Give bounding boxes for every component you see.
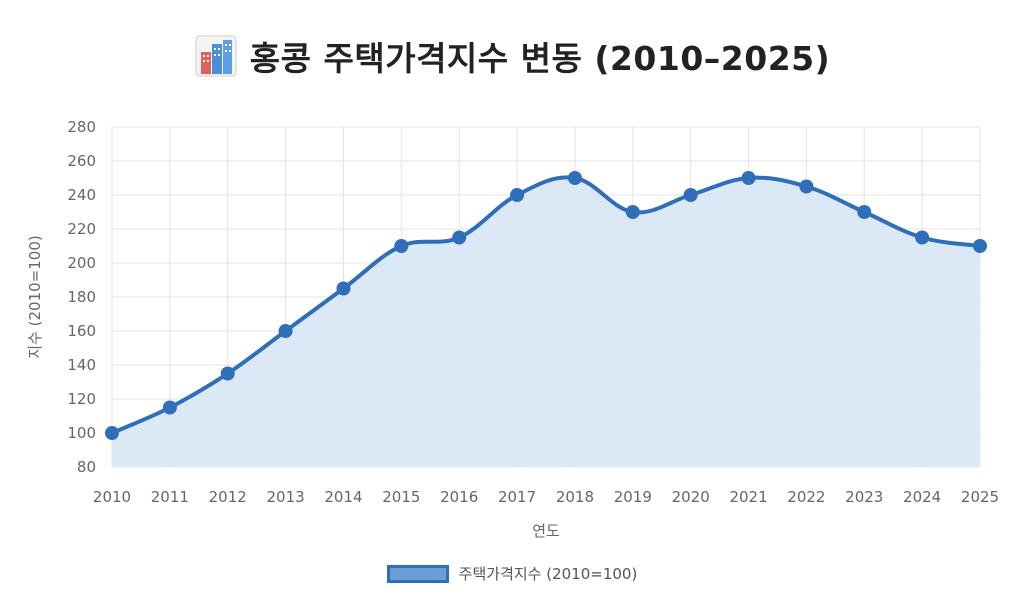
y-tick-label: 180 [67, 288, 96, 306]
data-point[interactable] [857, 205, 872, 219]
data-point[interactable] [278, 324, 293, 338]
x-tick-label: 2010 [93, 488, 131, 506]
x-tick-label: 2025 [961, 488, 999, 506]
data-point[interactable] [336, 281, 351, 296]
y-tick-label: 140 [67, 356, 96, 374]
x-tick-label: 2018 [556, 488, 594, 506]
series-area [112, 177, 980, 467]
data-point[interactable] [162, 400, 177, 415]
y-tick-label: 220 [67, 220, 96, 238]
x-axis-label: 연도 [532, 522, 560, 540]
x-tick-label: 2020 [672, 488, 710, 506]
y-tick-label: 100 [67, 424, 96, 442]
data-point[interactable] [683, 188, 698, 202]
data-point[interactable] [799, 179, 814, 194]
data-point[interactable] [625, 205, 640, 219]
x-tick-label: 2013 [267, 488, 305, 506]
data-point[interactable] [220, 366, 235, 381]
y-tick-label: 200 [67, 254, 96, 272]
x-tick-label: 2022 [787, 488, 825, 506]
x-tick-label: 2017 [498, 488, 536, 506]
chart-title: 홍콩 주택가격지수 변동 (2010–2025) [249, 39, 831, 78]
x-tick-label: 2012 [209, 488, 247, 506]
legend[interactable]: 주택가격지수 (2010=100) [0, 563, 1024, 584]
y-tick-label: 280 [67, 118, 96, 136]
data-point[interactable] [105, 426, 119, 440]
x-tick-label: 2021 [729, 488, 767, 506]
x-tick-label: 2019 [614, 488, 652, 506]
x-tick-label: 2014 [324, 488, 362, 506]
y-tick-label: 120 [67, 390, 96, 408]
y-tick-label: 260 [67, 152, 96, 170]
data-point[interactable] [973, 239, 987, 253]
x-tick-label: 2016 [440, 488, 478, 506]
data-points-layer [105, 171, 987, 440]
y-tick-label: 240 [67, 186, 96, 204]
data-point[interactable] [915, 230, 930, 245]
data-point[interactable] [567, 171, 582, 185]
city-buildings-icon [195, 35, 237, 77]
x-tick-label: 2024 [903, 488, 941, 506]
y-tick-label: 160 [67, 322, 96, 340]
y-tick-label: 80 [77, 458, 96, 476]
x-tick-labels: 2010 2011 2012 2013 2014 2015 2016 2017 2018 2019… [93, 488, 999, 506]
legend-label: 주택가격지수 (2010=100) [458, 565, 638, 583]
data-point[interactable] [741, 171, 756, 185]
legend-swatch [386, 564, 449, 583]
y-tick-labels: 80 100 120 140 160 180 200 220 240 260 280 [67, 118, 96, 476]
x-tick-label: 2011 [151, 488, 189, 506]
x-tick-label: 2015 [382, 488, 420, 506]
data-point[interactable] [510, 188, 525, 202]
data-point[interactable] [452, 230, 467, 245]
x-tick-label: 2023 [845, 488, 883, 506]
data-point[interactable] [394, 239, 409, 253]
y-axis-label: 지수 (2010=100) [26, 235, 44, 358]
chart-title-row: 홍콩 주택가격지수 변동 (2010–2025) [0, 32, 1024, 80]
series-line-layer [111, 175, 981, 435]
series-line [111, 175, 981, 435]
area-fill-layer [112, 177, 980, 467]
